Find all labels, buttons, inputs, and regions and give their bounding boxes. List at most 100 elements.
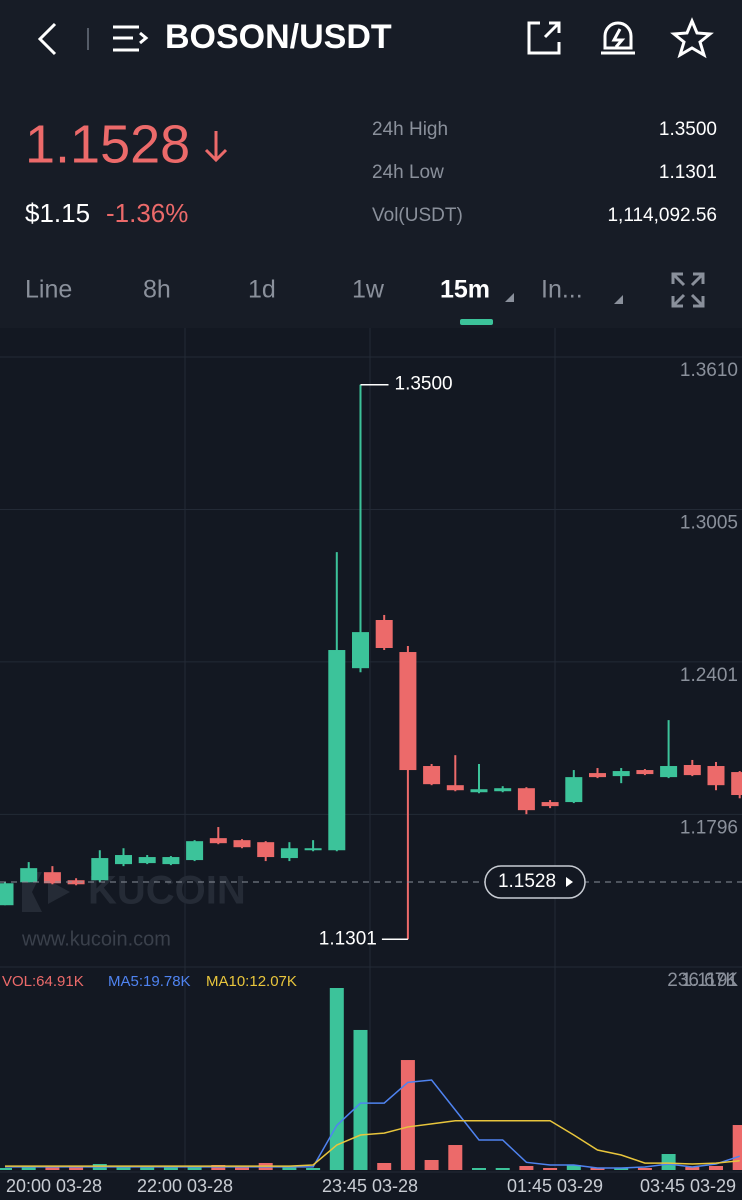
volume-bar [448, 1145, 463, 1170]
volume-bar [685, 1167, 700, 1170]
active-tab-indicator [460, 319, 493, 325]
x-tick-label: 22:00 03-28 [137, 1176, 233, 1196]
volume-bar [400, 1060, 415, 1170]
volume-bar [709, 1166, 723, 1170]
tab[interactable]: Line [25, 276, 72, 304]
down-arrow [204, 131, 228, 163]
volume-bar [69, 1167, 84, 1170]
stat-value: 1,114,092.56 [607, 205, 717, 226]
volume-bar [329, 988, 344, 1170]
last-price-arrow [566, 877, 573, 888]
tab[interactable]: 8h [143, 276, 171, 304]
x-tick-label: 03:45 03-29 [640, 1176, 736, 1196]
volume-bar [424, 1160, 439, 1170]
volume-bar [45, 1166, 60, 1170]
change-percent: -1.36% [106, 198, 188, 228]
candle-body [328, 650, 346, 851]
tab[interactable]: In... [541, 276, 583, 304]
candle-body [494, 788, 512, 792]
volume-bar [306, 1168, 321, 1170]
chart-bg [0, 328, 742, 1200]
fullscreen-button[interactable] [671, 272, 705, 308]
header-bg [0, 0, 742, 328]
candle-body [352, 632, 369, 669]
menu-button[interactable] [113, 25, 149, 52]
candle-body [91, 858, 109, 881]
x-tick-label: 23:45 03-28 [322, 1176, 418, 1196]
volume-bar [0, 1168, 12, 1170]
candle-body [0, 883, 14, 906]
volume-bar [637, 1168, 652, 1170]
stat-label: 24h High [372, 119, 448, 140]
watermark-brand: KUCOIN [88, 869, 246, 913]
volume-bar [140, 1167, 155, 1170]
candle-body [67, 880, 85, 885]
candle-body [138, 857, 156, 864]
plot: 1.3610 1.3005 1.2401 1.1796 1.1191 1.3500 1.13… [0, 356, 742, 1196]
candle-body [707, 766, 725, 786]
stat-value: 1.3500 [659, 119, 717, 140]
legend-entry: VOL:64.91K [2, 973, 84, 990]
dropdown-icon [505, 293, 514, 302]
volume-bar [661, 1154, 676, 1170]
tabs: Line 8h 1d 1w 15m In... [25, 276, 583, 304]
y-tick-label: 236.67K [667, 970, 738, 991]
stat-value: 1.1301 [659, 162, 717, 183]
last-price-label: 1.1528 [498, 871, 556, 892]
vertical-grid [184, 328, 556, 1170]
y-tick-label: 1.3005 [680, 513, 738, 534]
volume-bar [377, 1163, 392, 1170]
last-price: 1.1528 [25, 114, 190, 174]
volume-bar [519, 1166, 534, 1170]
volume-bar [235, 1167, 249, 1170]
candle-body [636, 770, 654, 775]
candle-body [399, 652, 417, 771]
last-price-tag [484, 865, 586, 899]
candle-body [115, 855, 132, 865]
x-tick-label: 20:00 03-28 [6, 1176, 102, 1196]
volume-bar [543, 1168, 558, 1170]
favorite-button[interactable] [670, 17, 714, 59]
stat-label: Vol(USDT) [372, 205, 463, 226]
candle-body [731, 772, 742, 796]
tab[interactable]: 1d [248, 276, 276, 304]
tab[interactable]: 1w [352, 276, 385, 304]
y-tick-label: 1.1796 [680, 817, 738, 838]
candle-body [280, 848, 298, 859]
candle-body [683, 765, 701, 776]
ma-line [5, 1079, 740, 1169]
low-label: 1.1301 [319, 928, 377, 949]
volume-bar [187, 1166, 202, 1170]
legend-entry: MA5:19.78K [108, 973, 191, 990]
share-button[interactable] [527, 21, 561, 55]
ma-line [5, 1120, 740, 1167]
volume-bar [472, 1168, 486, 1170]
back-button[interactable] [37, 22, 57, 56]
candle-body [470, 789, 488, 793]
volume-bar [116, 1166, 131, 1170]
candle-body [186, 841, 204, 861]
candle-body [162, 857, 180, 865]
volume-bar [590, 1168, 605, 1170]
high-label: 1.3500 [395, 374, 453, 395]
usd-price: $1.15 [25, 198, 90, 228]
candle-body [565, 777, 583, 803]
volume-bar [732, 1125, 742, 1170]
volume-bar [566, 1165, 581, 1170]
stats: 24h High 1.3500 24h Low 1.1301 Vol(USDT) 1,11… [372, 119, 717, 226]
candle-body [660, 766, 678, 778]
volume-bar [614, 1168, 629, 1170]
volume-bar [163, 1167, 178, 1170]
tab[interactable]: 15m [440, 276, 490, 304]
volume-bar [21, 1167, 36, 1170]
watermark-url: www.kucoin.com [21, 928, 171, 950]
volume-bar [282, 1166, 297, 1170]
candle-body [20, 868, 38, 883]
candle-body [612, 771, 630, 777]
alert-button[interactable] [601, 21, 635, 55]
candle-body [233, 840, 251, 848]
y-tick-label: 1.1191 [681, 970, 738, 991]
candle-body [257, 842, 275, 858]
